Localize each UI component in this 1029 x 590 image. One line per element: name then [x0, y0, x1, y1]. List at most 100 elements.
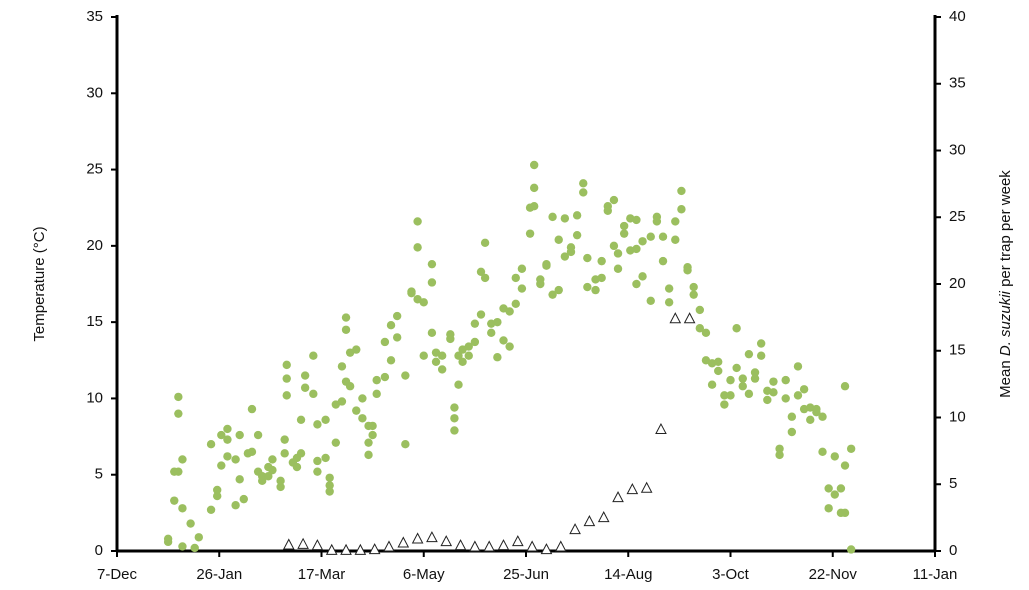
temperature-point — [726, 375, 735, 385]
temperature-point — [536, 279, 545, 289]
y2-tick-label: 25 — [949, 208, 966, 225]
temperature-point — [548, 290, 557, 299]
temperature-point — [280, 435, 289, 444]
y2-tick-label: 15 — [949, 342, 966, 359]
temperature-point — [253, 430, 263, 440]
temperature-point — [554, 285, 563, 295]
temperature-point — [720, 400, 729, 409]
trap-count-marker — [669, 312, 682, 324]
temperature-point — [268, 455, 277, 464]
temperature-point — [372, 389, 381, 399]
temperature-point — [427, 278, 437, 287]
trap-count-marker — [282, 538, 295, 550]
temperature-point — [321, 453, 330, 463]
temperature-point — [836, 484, 846, 493]
temperature-point — [525, 229, 535, 238]
temperature-point — [257, 476, 267, 486]
temperature-point — [178, 542, 187, 551]
temperature-point — [744, 349, 754, 359]
temperature-point — [352, 345, 361, 354]
trap-count-marker — [426, 531, 438, 543]
temperature-point — [572, 211, 582, 220]
temperature-point — [818, 447, 827, 457]
temperature-point — [846, 545, 856, 554]
temperature-point — [664, 284, 674, 293]
temperature-point — [840, 508, 850, 518]
x-tick-label: 6-May — [403, 566, 445, 583]
temperature-point — [646, 296, 655, 305]
temperature-point — [787, 412, 797, 421]
temperature-point — [677, 186, 686, 196]
y-axis-label: Temperature (°C) — [31, 226, 48, 341]
temperature-point — [282, 360, 291, 370]
temperature-point — [652, 212, 662, 222]
temperature-point — [775, 450, 784, 460]
temperature-point — [638, 272, 647, 281]
y2-tick-label: 10 — [949, 408, 966, 425]
temperature-point — [470, 337, 480, 347]
temperature-point — [358, 394, 367, 403]
temperature-point — [638, 237, 647, 246]
temperature-point — [178, 504, 187, 513]
temperature-point — [613, 264, 623, 273]
temperature-point — [470, 319, 480, 328]
temperature-point — [437, 365, 447, 374]
temperature-point — [824, 504, 833, 513]
temperature-point — [282, 374, 291, 383]
temperature-point — [609, 195, 619, 205]
temperature-point — [714, 366, 723, 376]
temperature-point — [372, 375, 381, 385]
x-tick-label: 7-Dec — [97, 566, 138, 583]
temperature-point — [401, 440, 410, 449]
temperature-point — [769, 377, 778, 386]
y-tick-label: 20 — [86, 237, 103, 254]
temperature-point — [358, 414, 367, 423]
temperature-point — [480, 273, 490, 283]
trap-count-marker — [640, 481, 653, 493]
temperature-point — [217, 430, 226, 440]
trap-count-marker — [383, 540, 395, 552]
temperature-point — [493, 317, 502, 327]
temperature-point — [364, 450, 373, 460]
trap-count-marker — [554, 540, 567, 552]
temperature-point — [464, 342, 473, 351]
temperature-point — [309, 351, 318, 360]
temperature-point — [325, 481, 334, 490]
temperature-point — [364, 438, 373, 447]
temperature-point — [392, 311, 402, 321]
temperature-point — [280, 449, 289, 458]
temperature-point — [223, 452, 232, 461]
temperature-point — [464, 351, 473, 360]
temperature-point — [313, 456, 322, 466]
trap-count-marker — [583, 515, 596, 527]
temperature-point — [247, 447, 257, 457]
temperature-point — [840, 461, 850, 470]
temperature-point — [683, 266, 692, 275]
temperature-point — [413, 217, 422, 226]
temperature-point — [583, 253, 592, 263]
temperature-point — [407, 288, 416, 298]
temperature-point — [174, 392, 183, 402]
y2-label-part: D. suzukii — [997, 290, 1014, 356]
temperature-point — [632, 244, 641, 254]
temperature-point — [689, 290, 698, 299]
y-tick-label: 35 — [86, 8, 103, 25]
temperature-point — [380, 337, 390, 347]
temperature-point — [769, 388, 778, 397]
temperature-point — [583, 282, 592, 292]
temperature-point — [341, 313, 351, 322]
temperature-point — [206, 440, 216, 449]
temperature-point — [163, 537, 173, 547]
trap-count-marker — [397, 536, 410, 548]
temperature-point — [609, 241, 619, 251]
temperature-point — [268, 465, 277, 475]
temperature-point — [313, 467, 322, 476]
temperature-point — [170, 496, 179, 505]
temperature-point — [695, 305, 705, 315]
x-tick-label: 25-Jun — [503, 566, 549, 583]
trap-count-marker — [655, 422, 667, 435]
temperature-point — [726, 391, 735, 400]
temperature-point — [239, 494, 248, 504]
temperature-point — [276, 476, 285, 486]
temperature-point — [603, 206, 612, 215]
